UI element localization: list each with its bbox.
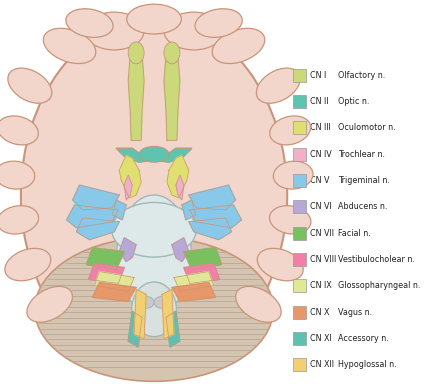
Text: Facial n.: Facial n.	[338, 229, 371, 238]
Polygon shape	[184, 263, 220, 283]
Polygon shape	[92, 283, 136, 301]
Text: Glossopharyngeal n.: Glossopharyngeal n.	[338, 281, 420, 290]
Polygon shape	[176, 175, 184, 200]
Bar	[293, 306, 306, 319]
Polygon shape	[88, 263, 124, 283]
Ellipse shape	[21, 18, 287, 371]
Ellipse shape	[270, 206, 311, 234]
Ellipse shape	[256, 68, 300, 103]
Ellipse shape	[212, 28, 265, 64]
Bar	[293, 69, 306, 82]
Text: Olfactory n.: Olfactory n.	[338, 71, 385, 80]
Polygon shape	[182, 200, 196, 220]
Bar	[293, 200, 306, 213]
Ellipse shape	[8, 68, 52, 103]
Text: CN II: CN II	[310, 97, 328, 106]
Bar	[293, 332, 306, 345]
Text: CN XI: CN XI	[310, 334, 332, 343]
Ellipse shape	[257, 249, 303, 281]
Polygon shape	[119, 238, 136, 261]
Bar	[293, 227, 306, 240]
Text: Abducens n.: Abducens n.	[338, 202, 387, 211]
Ellipse shape	[195, 9, 242, 37]
Bar	[293, 359, 306, 371]
Polygon shape	[172, 238, 189, 261]
Polygon shape	[116, 148, 192, 162]
Ellipse shape	[127, 4, 181, 34]
Ellipse shape	[164, 42, 180, 64]
Bar	[293, 95, 306, 108]
Text: Oculomotor n.: Oculomotor n.	[338, 123, 396, 132]
Ellipse shape	[139, 146, 169, 162]
Ellipse shape	[128, 42, 144, 64]
Ellipse shape	[270, 116, 311, 145]
Polygon shape	[189, 185, 236, 210]
Text: CN VIII: CN VIII	[310, 255, 336, 264]
Text: CN X: CN X	[310, 308, 330, 317]
Text: CN VI: CN VI	[310, 202, 332, 211]
Ellipse shape	[138, 296, 154, 308]
Bar	[293, 148, 306, 161]
Bar	[293, 279, 306, 292]
Bar	[293, 253, 306, 266]
Ellipse shape	[164, 12, 224, 50]
Polygon shape	[128, 56, 144, 140]
Ellipse shape	[0, 161, 35, 189]
Polygon shape	[119, 155, 141, 198]
Polygon shape	[174, 272, 213, 291]
Text: CN VII: CN VII	[310, 229, 334, 238]
Text: CN IV: CN IV	[310, 150, 332, 159]
Text: CN I: CN I	[310, 71, 326, 80]
Text: Vestibulocholear n.: Vestibulocholear n.	[338, 255, 415, 264]
Polygon shape	[162, 289, 174, 339]
Polygon shape	[95, 272, 134, 291]
Text: CN XII: CN XII	[310, 361, 334, 369]
Polygon shape	[128, 311, 142, 347]
Polygon shape	[72, 185, 119, 210]
Polygon shape	[189, 218, 232, 240]
Polygon shape	[167, 155, 189, 198]
Text: Hypoglossal n.: Hypoglossal n.	[338, 361, 396, 369]
Polygon shape	[184, 248, 221, 270]
Bar	[293, 122, 306, 134]
Ellipse shape	[112, 202, 196, 257]
Bar	[293, 174, 306, 187]
Ellipse shape	[236, 287, 281, 322]
Polygon shape	[124, 175, 132, 200]
Text: CN V: CN V	[310, 176, 330, 185]
Polygon shape	[134, 289, 146, 339]
Ellipse shape	[5, 249, 51, 281]
Ellipse shape	[35, 237, 273, 381]
Text: Trochlear n.: Trochlear n.	[338, 150, 385, 159]
Polygon shape	[172, 283, 216, 301]
Polygon shape	[67, 205, 118, 228]
Ellipse shape	[0, 206, 38, 234]
Ellipse shape	[132, 282, 176, 337]
Ellipse shape	[84, 12, 144, 50]
Ellipse shape	[43, 28, 96, 64]
Polygon shape	[112, 200, 126, 220]
Text: CN IX: CN IX	[310, 281, 332, 290]
Ellipse shape	[27, 287, 72, 322]
Polygon shape	[166, 311, 180, 347]
Text: Accessory n.: Accessory n.	[338, 334, 389, 343]
Ellipse shape	[154, 296, 170, 308]
Text: Vagus n.: Vagus n.	[338, 308, 372, 317]
Polygon shape	[87, 248, 124, 270]
Text: CN III: CN III	[310, 123, 331, 132]
Polygon shape	[164, 56, 180, 140]
Ellipse shape	[117, 195, 191, 314]
Ellipse shape	[273, 161, 313, 189]
Text: Optic n.: Optic n.	[338, 97, 369, 106]
Polygon shape	[76, 218, 119, 240]
Polygon shape	[190, 205, 241, 228]
Ellipse shape	[66, 9, 113, 37]
Text: Trigeminal n.: Trigeminal n.	[338, 176, 390, 185]
Ellipse shape	[0, 116, 38, 145]
